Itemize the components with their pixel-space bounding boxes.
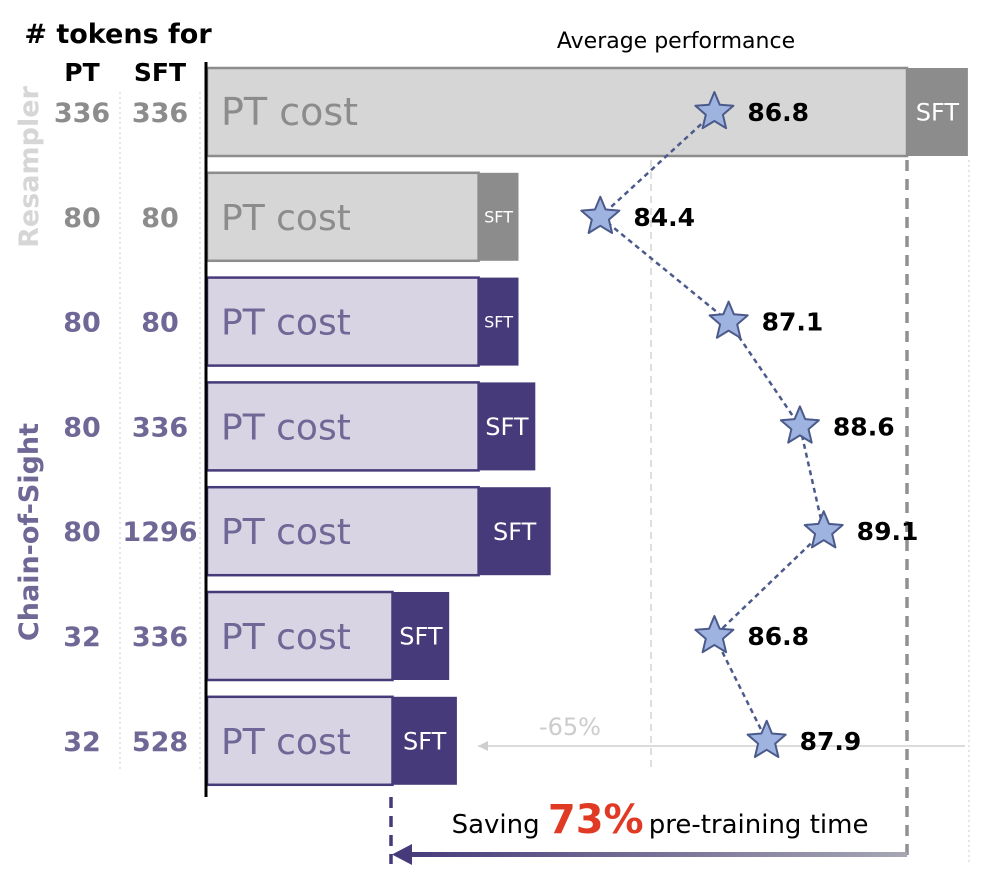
- performance-value-label: 88.6: [833, 412, 895, 441]
- performance-value-label: 87.1: [762, 308, 824, 337]
- sft-label: SFT: [916, 99, 960, 127]
- pt-cost-label: PT cost: [221, 512, 351, 553]
- sft-label: SFT: [403, 727, 447, 755]
- pt-bar: [205, 590, 394, 682]
- saving-value: 73%: [548, 797, 644, 843]
- pt-cost-label: PT cost: [221, 90, 358, 134]
- performance-star: [746, 719, 787, 758]
- sft-label: SFT: [485, 413, 529, 441]
- sft-bar: [392, 592, 450, 680]
- sft-token-label: 1296: [122, 517, 197, 548]
- pt-bar: [205, 485, 480, 577]
- pt-token-label: 80: [63, 203, 101, 234]
- performance-line-segment: [727, 320, 801, 428]
- reduction-arrowhead: [478, 741, 488, 751]
- performance-line-segment: [599, 111, 716, 218]
- pt-token-label: 336: [54, 98, 110, 129]
- pt-token-label: 80: [63, 517, 101, 548]
- axis-label: Average performance: [557, 29, 795, 54]
- pt-cost-label: PT cost: [221, 617, 351, 658]
- performance-star: [803, 510, 844, 549]
- header-sft-label: SFT: [134, 58, 186, 87]
- performance-star: [694, 615, 735, 654]
- reduction-label: -65%: [539, 713, 601, 741]
- sft-bar: [392, 696, 457, 785]
- sft-token-label: 80: [141, 203, 179, 234]
- performance-line-segment: [599, 215, 730, 323]
- pt-cost-label: PT cost: [221, 407, 351, 448]
- header-title: # tokens for: [24, 19, 212, 50]
- performance-star: [708, 300, 749, 339]
- pt-bar: [205, 381, 480, 472]
- performance-value-label: 89.1: [857, 517, 919, 546]
- pt-token-label: 80: [63, 308, 101, 339]
- performance-series: 86.8 84.4 87.1 88.6 89.1 86.8 87.9: [580, 91, 919, 758]
- pt-cost-label: PT cost: [221, 722, 351, 763]
- sft-bar: [478, 277, 519, 366]
- sft-token-label: 336: [132, 98, 188, 129]
- pt-bar: [205, 276, 480, 367]
- pt-token-label: 80: [63, 412, 101, 443]
- pt-token-label: 32: [63, 727, 101, 758]
- sft-label: SFT: [493, 518, 537, 546]
- sft-token-label: 336: [132, 412, 188, 443]
- sft-token-label: 528: [132, 727, 188, 758]
- saving-arrowhead: [392, 844, 412, 865]
- performance-line-segment: [713, 530, 825, 637]
- header-pt-label: PT: [64, 58, 99, 87]
- performance-value-label: 87.9: [800, 727, 862, 756]
- group-label-chain-of-sight: Chain-of-Sight: [14, 423, 45, 641]
- group-label-resampler: Resampler: [14, 85, 45, 247]
- performance-line-segment: [713, 635, 768, 742]
- performance-value-label: 86.8: [747, 622, 809, 651]
- performance-star: [694, 91, 735, 130]
- sft-label: SFT: [399, 623, 443, 651]
- pt-cost-label: PT cost: [221, 198, 351, 239]
- sft-token-label: 80: [141, 308, 179, 339]
- sft-bar: [478, 172, 519, 261]
- saving-caption: Saving 73% pre-training time: [452, 797, 869, 843]
- performance-value-label: 86.8: [747, 98, 809, 127]
- performance-value-label: 84.4: [633, 203, 695, 232]
- sft-label: SFT: [484, 208, 513, 227]
- performance-star: [779, 405, 820, 444]
- performance-star: [580, 195, 621, 234]
- saving-prefix: Saving: [452, 810, 548, 840]
- saving-suffix: pre-training time: [649, 810, 869, 840]
- sft-token-label: 336: [132, 622, 188, 653]
- sft-bar: [478, 382, 536, 471]
- sft-bar: [478, 487, 551, 576]
- sft-bar: [907, 68, 968, 156]
- pt-bar: [205, 695, 394, 787]
- pt-cost-label: PT cost: [221, 303, 351, 344]
- saving-arrow: [404, 852, 907, 857]
- sft-label: SFT: [484, 312, 513, 331]
- pt-token-label: 32: [63, 622, 101, 653]
